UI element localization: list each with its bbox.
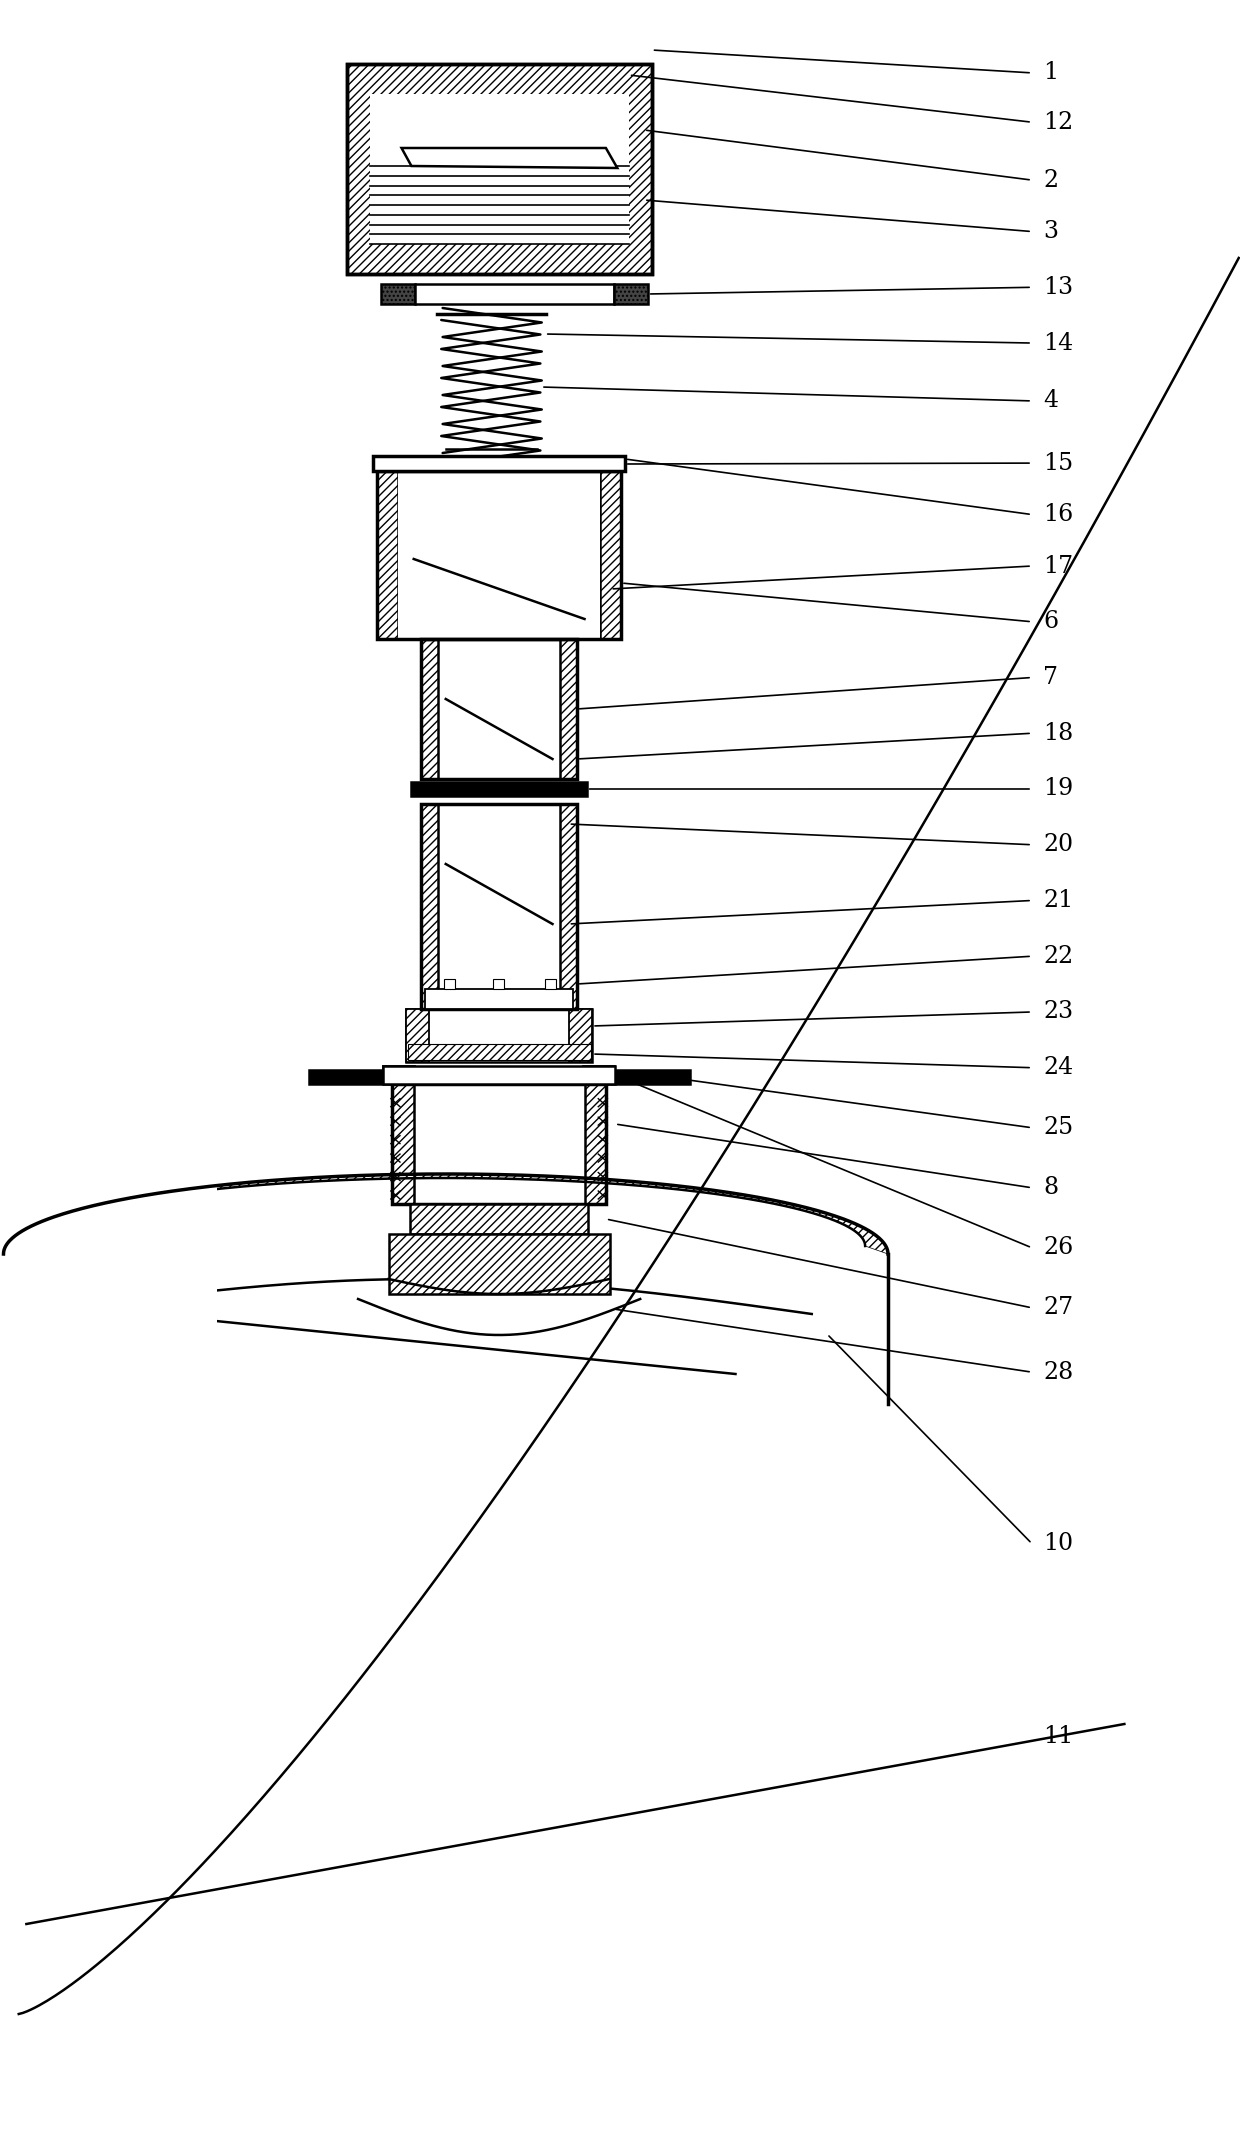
- Bar: [425, 988, 573, 1010]
- Bar: [422, 639, 438, 778]
- Bar: [560, 639, 577, 778]
- Bar: [398, 472, 600, 639]
- Bar: [494, 980, 503, 988]
- Bar: [584, 1085, 606, 1205]
- Text: 27: 27: [1043, 1297, 1074, 1319]
- Text: 26: 26: [1043, 1237, 1074, 1259]
- Bar: [373, 457, 625, 472]
- Text: 16: 16: [1043, 504, 1074, 525]
- Bar: [407, 1010, 429, 1061]
- Text: 17: 17: [1043, 555, 1074, 577]
- Bar: [373, 457, 398, 472]
- Bar: [392, 1085, 606, 1205]
- Text: 4: 4: [1043, 390, 1059, 412]
- Bar: [614, 283, 647, 304]
- Text: 19: 19: [1043, 778, 1074, 800]
- Bar: [377, 472, 398, 639]
- Bar: [415, 283, 614, 304]
- Text: 25: 25: [1043, 1117, 1074, 1138]
- Text: 24: 24: [1043, 1057, 1074, 1078]
- Bar: [408, 1044, 590, 1059]
- Bar: [383, 1066, 615, 1085]
- Bar: [392, 1085, 414, 1205]
- Text: 10: 10: [1043, 1533, 1074, 1554]
- Text: 2: 2: [1043, 169, 1059, 191]
- Text: 1: 1: [1043, 62, 1059, 84]
- Bar: [410, 1205, 588, 1235]
- Text: 22: 22: [1043, 946, 1074, 967]
- Bar: [381, 283, 415, 304]
- Bar: [370, 94, 629, 244]
- Bar: [388, 1235, 610, 1295]
- Polygon shape: [4, 1175, 888, 1254]
- Bar: [422, 639, 577, 778]
- Bar: [407, 1010, 593, 1061]
- Text: 21: 21: [1043, 890, 1074, 911]
- Bar: [583, 1066, 615, 1085]
- Bar: [600, 457, 625, 472]
- Text: 20: 20: [1043, 834, 1074, 855]
- Text: 23: 23: [1043, 1001, 1074, 1023]
- Bar: [422, 804, 438, 1010]
- Bar: [412, 783, 587, 795]
- Bar: [422, 804, 577, 1010]
- Text: 12: 12: [1043, 111, 1074, 133]
- Bar: [544, 980, 556, 988]
- Polygon shape: [402, 148, 618, 167]
- Text: 13: 13: [1043, 277, 1074, 298]
- Bar: [383, 1066, 415, 1085]
- Bar: [309, 1070, 689, 1085]
- Text: 18: 18: [1043, 723, 1074, 744]
- Text: 28: 28: [1043, 1361, 1074, 1383]
- Text: 3: 3: [1043, 221, 1059, 242]
- Bar: [377, 472, 621, 639]
- Bar: [569, 1010, 593, 1061]
- Text: 11: 11: [1043, 1726, 1074, 1747]
- Bar: [444, 980, 455, 988]
- Text: 7: 7: [1043, 667, 1059, 688]
- Text: 8: 8: [1043, 1177, 1059, 1198]
- Bar: [560, 804, 577, 1010]
- Bar: [347, 64, 652, 274]
- Bar: [600, 472, 621, 639]
- Text: 14: 14: [1043, 332, 1074, 354]
- Text: 15: 15: [1043, 452, 1074, 474]
- Text: 6: 6: [1043, 611, 1059, 632]
- Bar: [347, 64, 652, 274]
